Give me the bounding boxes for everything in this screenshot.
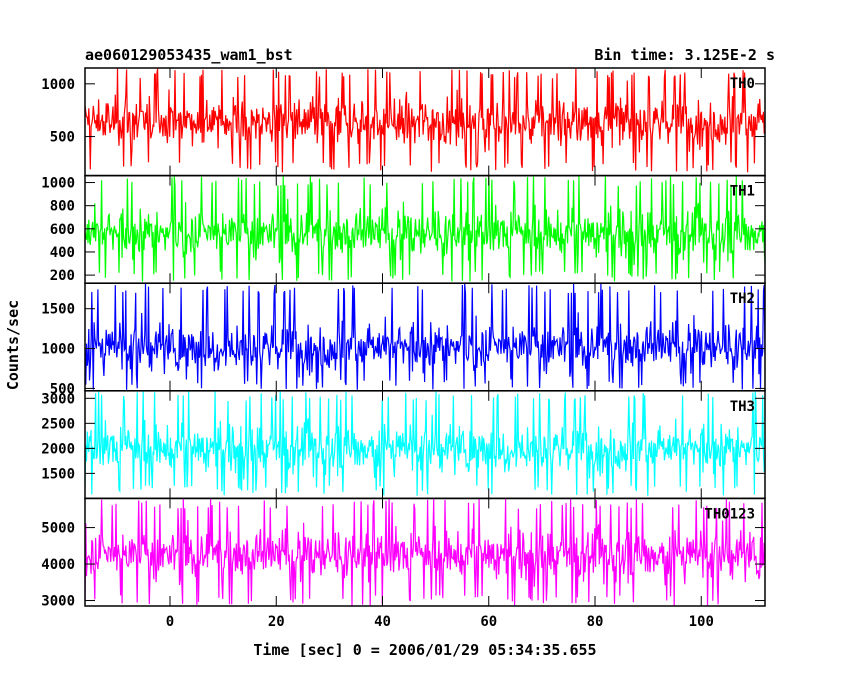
- x-tick-label: 100: [689, 614, 714, 630]
- y-tick-label: 4000: [41, 557, 75, 573]
- x-tick-label: 80: [587, 614, 604, 630]
- y-tick-label: 3000: [41, 391, 75, 407]
- series-line-th0: [85, 68, 765, 173]
- x-tick-label: 60: [480, 614, 497, 630]
- y-tick-label: 5000: [41, 521, 75, 537]
- chart-subtitle: Bin time: 3.125E-2 s: [594, 46, 775, 64]
- y-tick-label: 2000: [41, 441, 75, 457]
- x-axis-label: Time [sec] 0 = 2006/01/29 05:34:35.655: [253, 641, 596, 659]
- y-tick-label: 200: [50, 268, 75, 284]
- series-label: TH2: [730, 291, 755, 307]
- y-tick-label: 1500: [41, 466, 75, 482]
- x-tick-label: 40: [374, 614, 391, 630]
- y-tick-label: 1500: [41, 302, 75, 318]
- y-tick-label: 3000: [41, 594, 75, 610]
- y-tick-label: 1000: [41, 77, 75, 93]
- panel-th0: 500 1000 TH0: [41, 67, 766, 177]
- y-tick-label: 2500: [41, 416, 75, 432]
- panel-frame: [84, 497, 766, 607]
- series-label: TH0: [730, 76, 755, 92]
- y-tick-label: 400: [50, 245, 75, 261]
- y-tick-label: 500: [50, 130, 75, 146]
- series-label: TH0123: [704, 506, 755, 522]
- series-label: TH3: [730, 399, 755, 415]
- series-line-th1: [85, 175, 765, 282]
- y-tick-label: 800: [50, 199, 75, 215]
- series-label: TH1: [730, 184, 755, 200]
- y-tick-label: 500: [50, 381, 75, 397]
- panel-th3: 1500 2000 2500 3000 TH3: [41, 390, 766, 500]
- y-axis-label: Counts/sec: [4, 300, 22, 390]
- series-line-th2: [85, 283, 765, 390]
- y-tick-label: 600: [50, 222, 75, 238]
- panel-th0123: 3000 4000 5000 TH0123: [41, 497, 766, 610]
- series-line-th0123: [85, 498, 765, 606]
- panel-th1: 200 400 600 800 1000 TH1: [41, 174, 766, 284]
- y-tick-label: 1000: [41, 342, 75, 358]
- x-tick-label: 0: [166, 614, 174, 630]
- chart-title: ae060129053435_wam1_bst: [85, 46, 293, 64]
- x-tick-label: 20: [268, 614, 285, 630]
- series-line-th3: [85, 391, 765, 496]
- panel-th2: 500 1000 1500 TH2: [41, 282, 766, 397]
- y-tick-label: 1000: [41, 176, 75, 192]
